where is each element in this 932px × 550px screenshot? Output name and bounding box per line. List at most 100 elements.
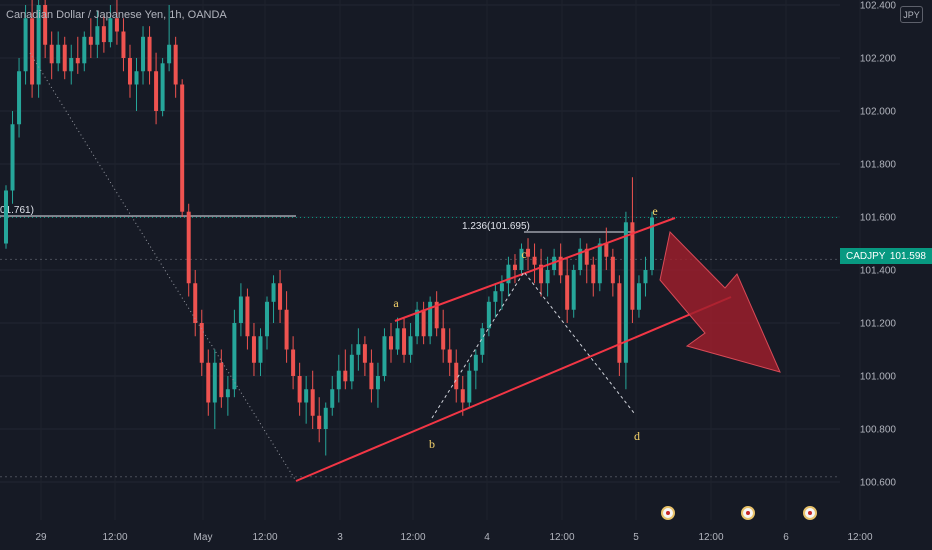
candle-body — [499, 283, 504, 292]
candle-body — [147, 36, 152, 72]
reference-lines: 01.761) 1.236(101.695) — [0, 205, 840, 478]
candle-body — [180, 84, 185, 212]
channel-lower-line — [295, 296, 732, 482]
y-tick-label: 101.800 — [860, 160, 897, 171]
candle-body — [69, 58, 74, 72]
candle-body — [310, 389, 315, 416]
candle-body — [415, 309, 420, 337]
candle-body — [539, 264, 544, 284]
x-tick-label: 29 — [35, 532, 47, 543]
candle-body — [643, 270, 648, 284]
candle-body — [10, 124, 15, 191]
candle-body — [480, 328, 485, 355]
candle-body — [186, 211, 191, 284]
candle-body — [330, 389, 335, 408]
x-tick-label: 12:00 — [847, 532, 872, 543]
candle-body — [245, 296, 250, 337]
candle-body — [265, 301, 270, 337]
candle-body — [545, 270, 550, 284]
candle-body — [486, 301, 491, 329]
chart-title: Canadian Dollar / Japanese Yen, 1h, OAND… — [6, 9, 227, 21]
x-tick-label: 12:00 — [252, 532, 277, 543]
candle-body — [36, 5, 41, 85]
candle-body — [127, 58, 132, 85]
candle-body — [173, 44, 178, 85]
channel-upper-line — [394, 217, 676, 322]
candle-body — [382, 336, 387, 376]
candle-body — [623, 222, 628, 363]
economic-event-icon[interactable] — [741, 506, 755, 520]
candle-body — [519, 248, 524, 270]
candle-body — [199, 323, 204, 363]
candle-body — [375, 376, 380, 390]
candle-body — [526, 248, 531, 257]
currency-button[interactable]: JPY — [900, 6, 923, 23]
candle-body — [441, 328, 446, 350]
wave-label: d — [634, 429, 640, 443]
left-level-label: 01.761) — [0, 205, 34, 216]
wave-label: c — [521, 247, 526, 261]
price-badge-value: 101.598 — [889, 250, 926, 262]
y-tick-label: 102.400 — [860, 1, 897, 12]
candle-body — [506, 264, 511, 284]
candle-body — [454, 362, 459, 390]
candle-body — [421, 309, 426, 337]
candle-body — [23, 18, 28, 72]
candle-body — [238, 296, 243, 323]
candle-body — [108, 18, 113, 43]
candle-body — [49, 44, 54, 64]
candle-body — [402, 328, 407, 355]
x-tick-label: 4 — [484, 532, 490, 543]
candle-body — [56, 44, 61, 64]
x-tick-label: 12:00 — [400, 532, 425, 543]
price-axis[interactable]: 102.400 102.200 102.000 101.800 101.600 101.4… — [860, 1, 897, 489]
economic-event-icon[interactable] — [803, 506, 817, 520]
x-tick-label: 3 — [337, 532, 343, 543]
candle-body — [206, 362, 211, 403]
candle-body — [460, 389, 465, 403]
x-tick-label: May — [194, 532, 213, 543]
current-price-badge: CADJPY 101.598 — [840, 248, 932, 264]
drawings-layer: a b c d e — [29, 52, 781, 482]
candle-body — [610, 256, 615, 284]
candle-body — [95, 26, 100, 45]
candle-body — [343, 370, 348, 382]
candle-body — [258, 336, 263, 363]
x-tick-label: 6 — [783, 532, 789, 543]
candle-body — [317, 415, 322, 429]
y-tick-label: 101.000 — [860, 372, 897, 383]
candle-body — [43, 5, 48, 45]
candle-body — [75, 58, 80, 64]
candle-body — [88, 36, 93, 45]
candle-body — [121, 31, 126, 58]
candle-body — [349, 354, 354, 382]
candle-body — [650, 217, 654, 270]
x-tick-label: 12:00 — [102, 532, 127, 543]
candle-body — [219, 362, 224, 398]
candle-body — [30, 18, 35, 85]
y-tick-label: 102.000 — [860, 107, 897, 118]
candle-body — [473, 354, 478, 371]
candle-body — [193, 283, 198, 323]
candle-body — [225, 389, 230, 398]
candle-body — [388, 336, 393, 350]
economic-event-icon[interactable] — [661, 506, 675, 520]
candle-body — [591, 264, 596, 284]
y-tick-label: 100.800 — [860, 425, 897, 436]
candle-body — [428, 301, 433, 337]
candle-body — [17, 71, 22, 125]
candle-body — [212, 362, 217, 403]
time-axis[interactable]: 29 12:00 May 12:00 3 12:00 4 12:00 5 12:00 6 12:00 — [35, 532, 873, 543]
projection-arrow — [659, 230, 781, 373]
x-tick-label: 5 — [633, 532, 639, 543]
candle-body — [617, 283, 622, 363]
x-tick-label: 12:00 — [698, 532, 723, 543]
candle-body — [114, 18, 119, 32]
candle-body — [571, 270, 576, 310]
candle-body — [512, 264, 517, 270]
y-tick-label: 100.600 — [860, 478, 897, 489]
candle-body — [408, 336, 413, 355]
wave-label: a — [393, 296, 399, 310]
